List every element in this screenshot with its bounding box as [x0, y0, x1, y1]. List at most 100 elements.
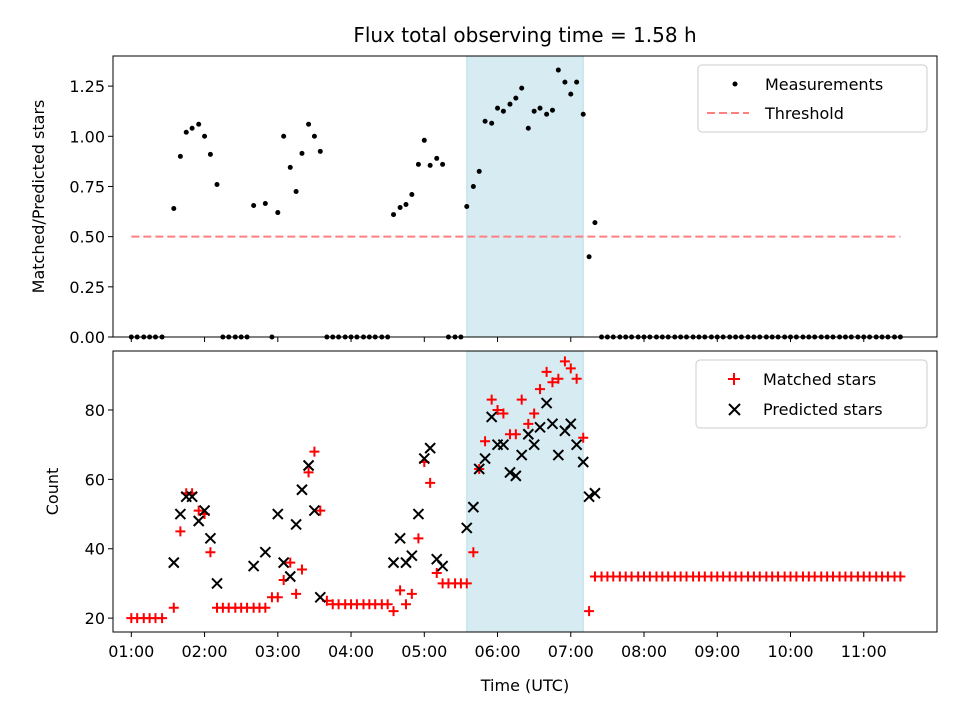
predicted-star-point [302, 459, 315, 472]
predicted-star-point [479, 452, 491, 465]
top-legend-box [697, 64, 928, 133]
matched-star-point [486, 394, 497, 405]
predicted-star-point [314, 591, 326, 604]
predicted-star-point [552, 449, 565, 461]
measurement-point [317, 148, 323, 154]
predicted-star-point [204, 532, 217, 545]
bottom-y-tick-label: 60 [85, 470, 105, 489]
predicted-star-point [290, 518, 302, 531]
matched-star-point [315, 505, 326, 516]
measurement-point [537, 105, 543, 111]
top-y-tick-label: 0.75 [69, 177, 105, 196]
predicted-star-point [577, 456, 589, 468]
legend-label-measurements: Measurements [765, 75, 883, 94]
legend-marker-predicted [728, 403, 741, 416]
top-y-tick-label: 1.25 [69, 77, 105, 96]
matched-star-point [547, 377, 558, 388]
matched-star-point [553, 373, 564, 384]
matched-star-point [406, 588, 417, 599]
measurement-point [183, 129, 189, 135]
x-tick-label: 02:00 [182, 642, 228, 661]
measurement-point [489, 120, 495, 126]
matched-star-point [193, 505, 204, 516]
predicted-star-point [192, 515, 205, 527]
predicted-star-point [436, 560, 449, 572]
measurement-point [275, 210, 281, 216]
measurement-point [495, 105, 501, 111]
top-y-tick-label: 1.00 [69, 127, 105, 146]
predicted-star-point [394, 532, 406, 545]
top-y-tick-label: 0.25 [69, 278, 105, 297]
measurement-point [306, 121, 312, 127]
measurement-point [189, 125, 195, 131]
matched-star-point [461, 578, 472, 589]
matched-star-point [388, 606, 399, 617]
bottom-y-tick-label: 40 [85, 540, 105, 559]
matched-star-point [523, 418, 534, 429]
matched-star-point [535, 384, 546, 395]
predicted-star-point [589, 487, 601, 499]
predicted-star-point [497, 438, 510, 451]
x-tick-label: 05:00 [401, 642, 447, 661]
measurement-point [202, 133, 208, 139]
top-y-ticks: 0.00 0.25 0.50 0.75 1.00 1.25 [69, 77, 113, 347]
predicted-star-point [570, 438, 583, 451]
bottom-axes-frame [112, 350, 938, 633]
predicted-star-point [515, 449, 528, 461]
measurement-point [214, 181, 220, 187]
measurement-point [476, 168, 482, 174]
predicted-star-point [211, 577, 223, 590]
predicted-star-point [174, 508, 187, 520]
measurement-point [434, 155, 440, 161]
predicted-star-point [467, 501, 480, 513]
matched-star-point [382, 599, 393, 610]
x-tick-label: 11:00 [841, 642, 887, 661]
matched-star-point [395, 585, 406, 596]
x-tick-label: 04:00 [328, 642, 374, 661]
predicted-star-point [546, 418, 559, 430]
top-axes-frame [112, 55, 938, 338]
top-legend: Measurements Threshold [697, 64, 928, 133]
predicted-star-point [565, 418, 577, 430]
matched-star-point [510, 429, 521, 440]
predicted-star-point [198, 504, 211, 517]
matched-star-point [260, 602, 271, 613]
measurement-point [440, 161, 446, 167]
matched-star-point [480, 436, 491, 447]
predicted-star-point [583, 490, 595, 503]
matched-star-point [205, 547, 216, 558]
legend-marker-measurements [732, 81, 738, 87]
predicted-star-point [406, 549, 418, 562]
matched-star-point [272, 592, 283, 603]
matched-star-point [516, 394, 527, 405]
measurement-point [415, 161, 421, 167]
bottom-y-tick-label: 80 [85, 401, 105, 420]
predicted-star-point [296, 484, 308, 496]
measurement-point [531, 108, 537, 114]
predicted-star-point [522, 428, 535, 440]
measurement-point [421, 137, 427, 143]
measurement-point [519, 85, 525, 91]
bottom-y-axis-label: Count [43, 468, 62, 516]
matched-star-point [291, 588, 302, 599]
predicted-star-point [424, 442, 436, 454]
predicted-star-point [473, 463, 485, 475]
measurement-point [409, 191, 415, 197]
matched-star-point [175, 526, 186, 537]
measurement-point [574, 79, 580, 85]
predicted-star-point [284, 570, 296, 583]
measurement-point [293, 188, 299, 194]
x-tick-label: 09:00 [694, 642, 740, 661]
matched-star-point [157, 613, 168, 624]
matched-star-point [303, 467, 314, 478]
matched-star-point [431, 568, 442, 579]
measurement-point [207, 151, 213, 157]
measurement-point [500, 108, 506, 114]
predicted-star-point [277, 556, 290, 569]
measurement-point [586, 254, 592, 260]
matched-star-point [425, 477, 436, 488]
measurement-point [525, 125, 531, 131]
measurement-point [391, 212, 397, 218]
